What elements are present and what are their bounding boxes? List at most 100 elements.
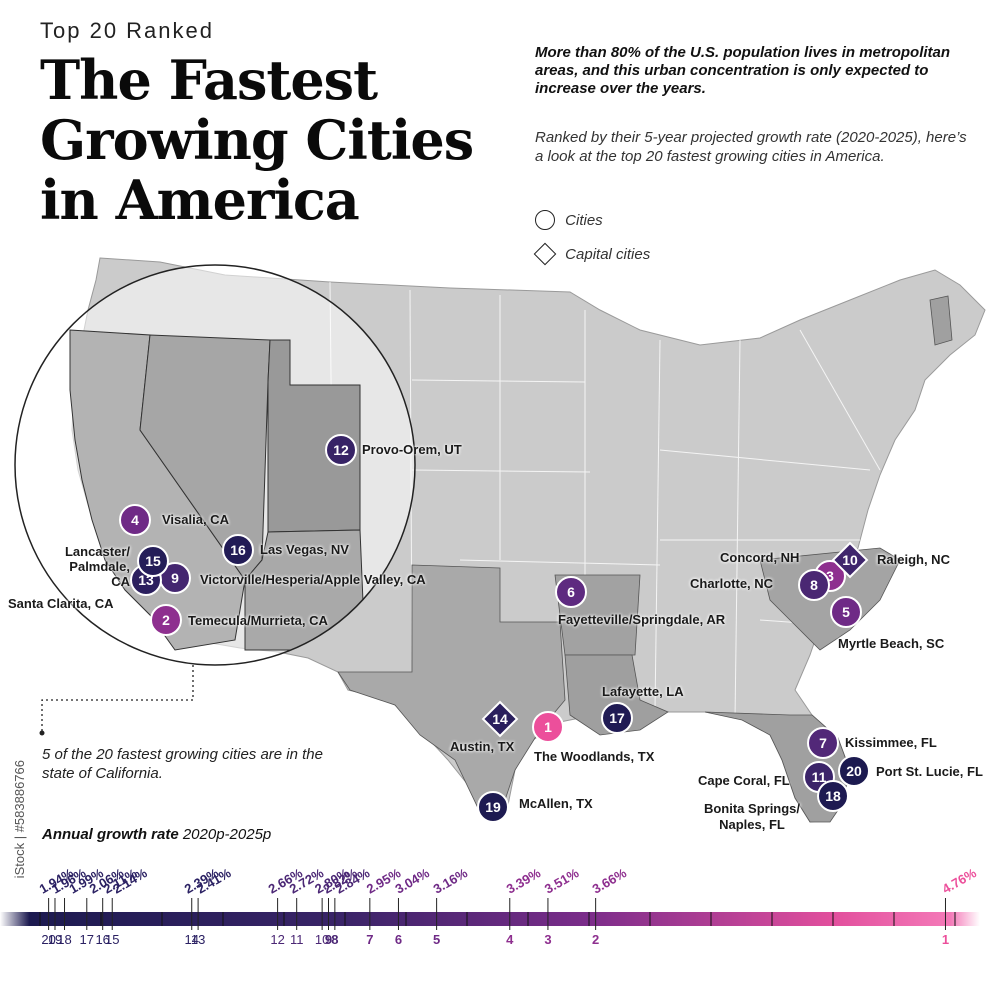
marker-rank-4: 4 bbox=[119, 504, 151, 536]
growth-axis-title-rest: 2020p-2025p bbox=[182, 826, 272, 843]
marker-rank-11: 11 bbox=[803, 761, 835, 793]
label-charlotte: Charlotte, NC bbox=[690, 576, 774, 591]
label-las-vegas: Las Vegas, NV bbox=[260, 542, 349, 557]
label-santa-clarita: Santa Clarita, CA bbox=[8, 596, 114, 611]
axis-rate-label: 3.51% bbox=[542, 865, 582, 897]
marker-rank-label: 14 bbox=[492, 711, 508, 727]
label-victorville: Victorville/Hesperia/Apple Valley, CA bbox=[200, 572, 426, 587]
axis-rank-label: 2 bbox=[592, 932, 599, 947]
axis-rank-label: 11 bbox=[290, 932, 304, 947]
new-hampshire-shape bbox=[929, 295, 953, 346]
axis-rank-label: 19 bbox=[48, 932, 62, 947]
marker-rank-label: 15 bbox=[145, 553, 161, 569]
marker-rank-8: 8 bbox=[798, 569, 830, 601]
description-text: Ranked by their 5-year projected growth … bbox=[535, 129, 967, 165]
axis-rank-label: 12 bbox=[270, 932, 284, 947]
marker-rank-label: 10 bbox=[842, 552, 858, 568]
label-myrtle-beach: Myrtle Beach, SC bbox=[838, 636, 945, 651]
carolinas-shape bbox=[759, 547, 901, 651]
marker-rank-2: 2 bbox=[150, 604, 182, 636]
marker-rank-label: 11 bbox=[812, 769, 827, 785]
title-line-2: Growing Cities bbox=[40, 108, 474, 172]
gradient-bar bbox=[0, 912, 980, 926]
axis-point-rank-3: 3.51% 3 bbox=[542, 865, 582, 947]
axis-rank-label: 7 bbox=[366, 932, 373, 947]
label-lafayette: Lafayette, LA bbox=[602, 684, 684, 699]
axis-point-rank-4: 3.39% 4 bbox=[504, 865, 544, 947]
axis-rank-label: 16 bbox=[95, 932, 109, 947]
axis-rank-label: 9 bbox=[325, 932, 332, 947]
marker-rank-7: 7 bbox=[807, 727, 839, 759]
marker-rank-label: 5 bbox=[842, 604, 850, 620]
marker-rank-5: 5 bbox=[830, 596, 862, 628]
label-temecula: Temecula/Murrieta, CA bbox=[188, 613, 328, 628]
marker-rank-6: 6 bbox=[555, 576, 587, 608]
axis-rank-label: 5 bbox=[433, 932, 440, 947]
legend-capitals-label: Capital cities bbox=[565, 245, 651, 263]
page-title: The Fastest Growing Cities in America bbox=[40, 48, 474, 232]
legend-cities: Cities bbox=[535, 210, 603, 230]
marker-rank-16: 16 bbox=[222, 534, 254, 566]
marker-rank-17: 17 bbox=[601, 702, 633, 734]
marker-rank-label: 19 bbox=[485, 799, 501, 815]
marker-rank-label: 4 bbox=[131, 512, 139, 528]
growth-axis: 1.94%201.96%191.99%182.06%172.11%162.14%… bbox=[0, 865, 980, 947]
marker-rank-label: 16 bbox=[230, 542, 246, 558]
label-visalia: Visalia, CA bbox=[162, 512, 229, 527]
axis-rank-label: 14 bbox=[185, 932, 199, 947]
axis-rank-label: 4 bbox=[506, 932, 514, 947]
axis-rate-label: 3.39% bbox=[504, 865, 544, 897]
axis-rank-label: 10 bbox=[315, 932, 329, 947]
growth-axis-title: Annual growth rate 2020p-2025p bbox=[42, 826, 271, 843]
marker-rank-label: 2 bbox=[162, 612, 170, 628]
marker-rank-label: 3 bbox=[826, 568, 834, 584]
legend-capitals: Capital cities bbox=[533, 242, 651, 266]
marker-rank-label: 18 bbox=[825, 788, 841, 804]
label-provo: Provo-Orem, UT bbox=[362, 442, 462, 457]
marker-rank-14: 14 bbox=[481, 700, 519, 738]
axis-rank-label: 3 bbox=[544, 932, 551, 947]
axis-rank-label: 18 bbox=[57, 932, 71, 947]
circle-icon bbox=[535, 210, 555, 230]
marker-rank-20: 20 bbox=[838, 755, 870, 787]
marker-rank-label: 17 bbox=[609, 710, 625, 726]
axis-rank-label: 20 bbox=[41, 932, 55, 947]
note-pointer bbox=[41, 665, 194, 732]
marker-rank-10: 10 bbox=[831, 541, 869, 579]
label-concord: Concord, NH bbox=[720, 550, 800, 565]
label-mcallen: McAllen, TX bbox=[519, 796, 593, 811]
label-port-st-lucie: Port St. Lucie, FL bbox=[876, 764, 983, 779]
marker-rank-label: 12 bbox=[333, 442, 349, 458]
marker-rank-19: 19 bbox=[477, 791, 509, 823]
marker-rank-label: 20 bbox=[846, 763, 862, 779]
title-line-3: in America bbox=[40, 168, 360, 232]
axis-point-rank-2: 3.66% 2 bbox=[590, 865, 630, 947]
marker-rank-label: 8 bbox=[810, 577, 818, 593]
axis-rank-label: 15 bbox=[105, 932, 119, 947]
growth-axis-title-bold: Annual growth rate bbox=[42, 826, 179, 843]
axis-point-rank-5: 3.16% 5 bbox=[431, 865, 471, 947]
axis-rank-label: 17 bbox=[80, 932, 94, 947]
label-fayetteville: Fayetteville/Springdale, AR bbox=[558, 612, 726, 627]
label-austin: Austin, TX bbox=[450, 739, 515, 754]
label-cape-coral: Cape Coral, FL bbox=[698, 773, 790, 788]
label-woodlands: The Woodlands, TX bbox=[534, 749, 655, 764]
marker-rank-12: 12 bbox=[325, 434, 357, 466]
label-lancaster: Lancaster/ Palmdale, CA bbox=[64, 544, 130, 589]
axis-point-rank-1: 4.76% 1 bbox=[939, 865, 979, 947]
title-line-1: The Fastest bbox=[40, 48, 378, 112]
california-note: 5 of the 20 fastest growing cities are i… bbox=[42, 746, 323, 782]
louisiana-shape bbox=[564, 654, 669, 736]
label-bonita-springs: Bonita Springs/ Naples, FL bbox=[703, 801, 801, 832]
marker-rank-label: 1 bbox=[544, 719, 552, 735]
axis-rank-label: 6 bbox=[395, 932, 402, 947]
axis-rate-label: 3.04% bbox=[392, 865, 432, 897]
axis-rank-label: 1 bbox=[942, 932, 949, 947]
marker-rank-18: 18 bbox=[817, 780, 849, 812]
west-inset bbox=[14, 264, 416, 666]
marker-rank-label: 7 bbox=[819, 735, 827, 751]
kicker: Top 20 Ranked bbox=[40, 18, 214, 43]
marker-rank-label: 9 bbox=[171, 570, 179, 586]
marker-rank-label: 6 bbox=[567, 584, 575, 600]
